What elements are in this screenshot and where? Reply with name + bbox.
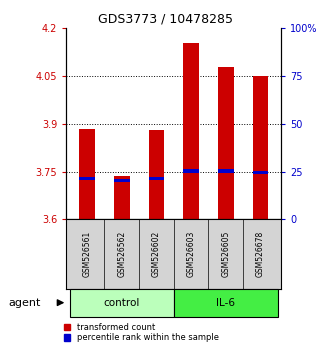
Bar <box>70 289 174 317</box>
Bar <box>183 170 199 173</box>
Bar <box>114 179 129 182</box>
Text: GSM526678: GSM526678 <box>256 231 265 277</box>
Text: GSM526562: GSM526562 <box>117 231 126 277</box>
Text: agent: agent <box>8 298 41 308</box>
Legend: transformed count, percentile rank within the sample: transformed count, percentile rank withi… <box>64 323 219 342</box>
Text: control: control <box>104 298 140 308</box>
Text: GSM526603: GSM526603 <box>187 231 196 277</box>
Bar <box>79 177 95 180</box>
Text: IL-6: IL-6 <box>216 298 235 308</box>
Bar <box>79 129 95 219</box>
Text: GDS3773 / 10478285: GDS3773 / 10478285 <box>98 12 233 25</box>
Bar <box>253 76 268 219</box>
Bar <box>183 43 199 219</box>
Bar <box>218 67 234 219</box>
Bar <box>218 170 234 173</box>
Text: GSM526605: GSM526605 <box>221 231 230 277</box>
Bar <box>253 171 268 174</box>
Bar <box>174 289 278 317</box>
Bar <box>114 177 129 219</box>
Bar <box>149 130 164 219</box>
Text: GSM526602: GSM526602 <box>152 231 161 277</box>
Text: GSM526561: GSM526561 <box>82 231 91 277</box>
Bar <box>149 177 164 180</box>
